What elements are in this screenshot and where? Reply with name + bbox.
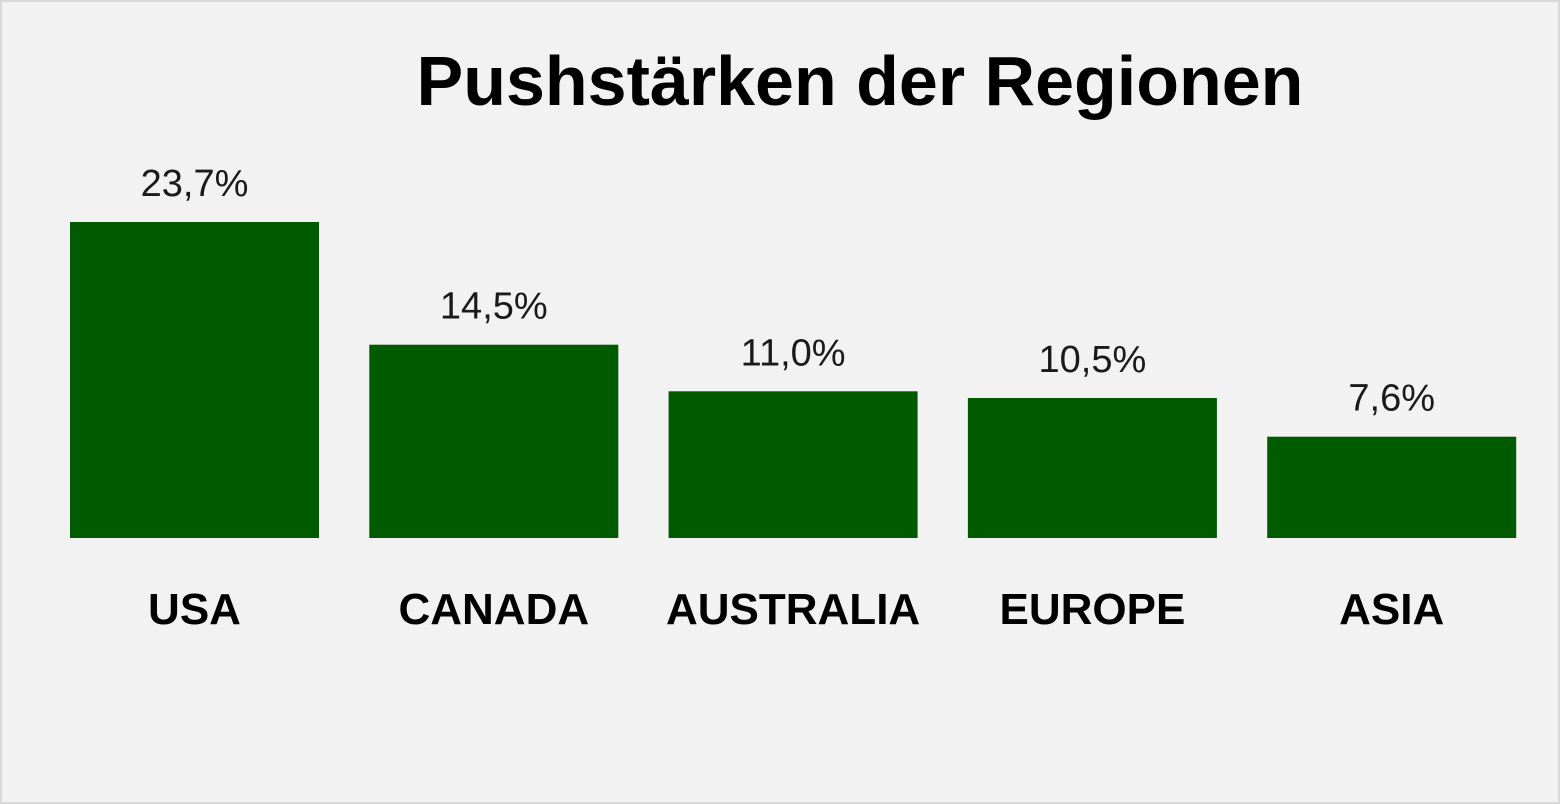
bar-australia [668, 391, 918, 538]
category-label-asia: ASIA [1339, 585, 1444, 634]
bar-asia [1267, 436, 1517, 538]
category-label-australia: AUSTRALIA [666, 585, 920, 634]
category-label-usa: USA [148, 585, 241, 634]
chart-title: Pushstärken der Regionen [416, 42, 1304, 120]
data-label-usa: 23,7% [141, 163, 249, 205]
category-label-europe: EUROPE [999, 585, 1185, 634]
bar-canada [369, 344, 619, 538]
data-label-europe: 10,5% [1039, 339, 1147, 381]
bar-usa [70, 222, 319, 538]
category-label-canada: CANADA [398, 585, 589, 634]
data-label-australia: 11,0% [741, 332, 846, 374]
data-label-canada: 14,5% [440, 286, 548, 328]
data-label-asia: 7,6% [1348, 378, 1435, 420]
bar-europe [967, 398, 1217, 538]
